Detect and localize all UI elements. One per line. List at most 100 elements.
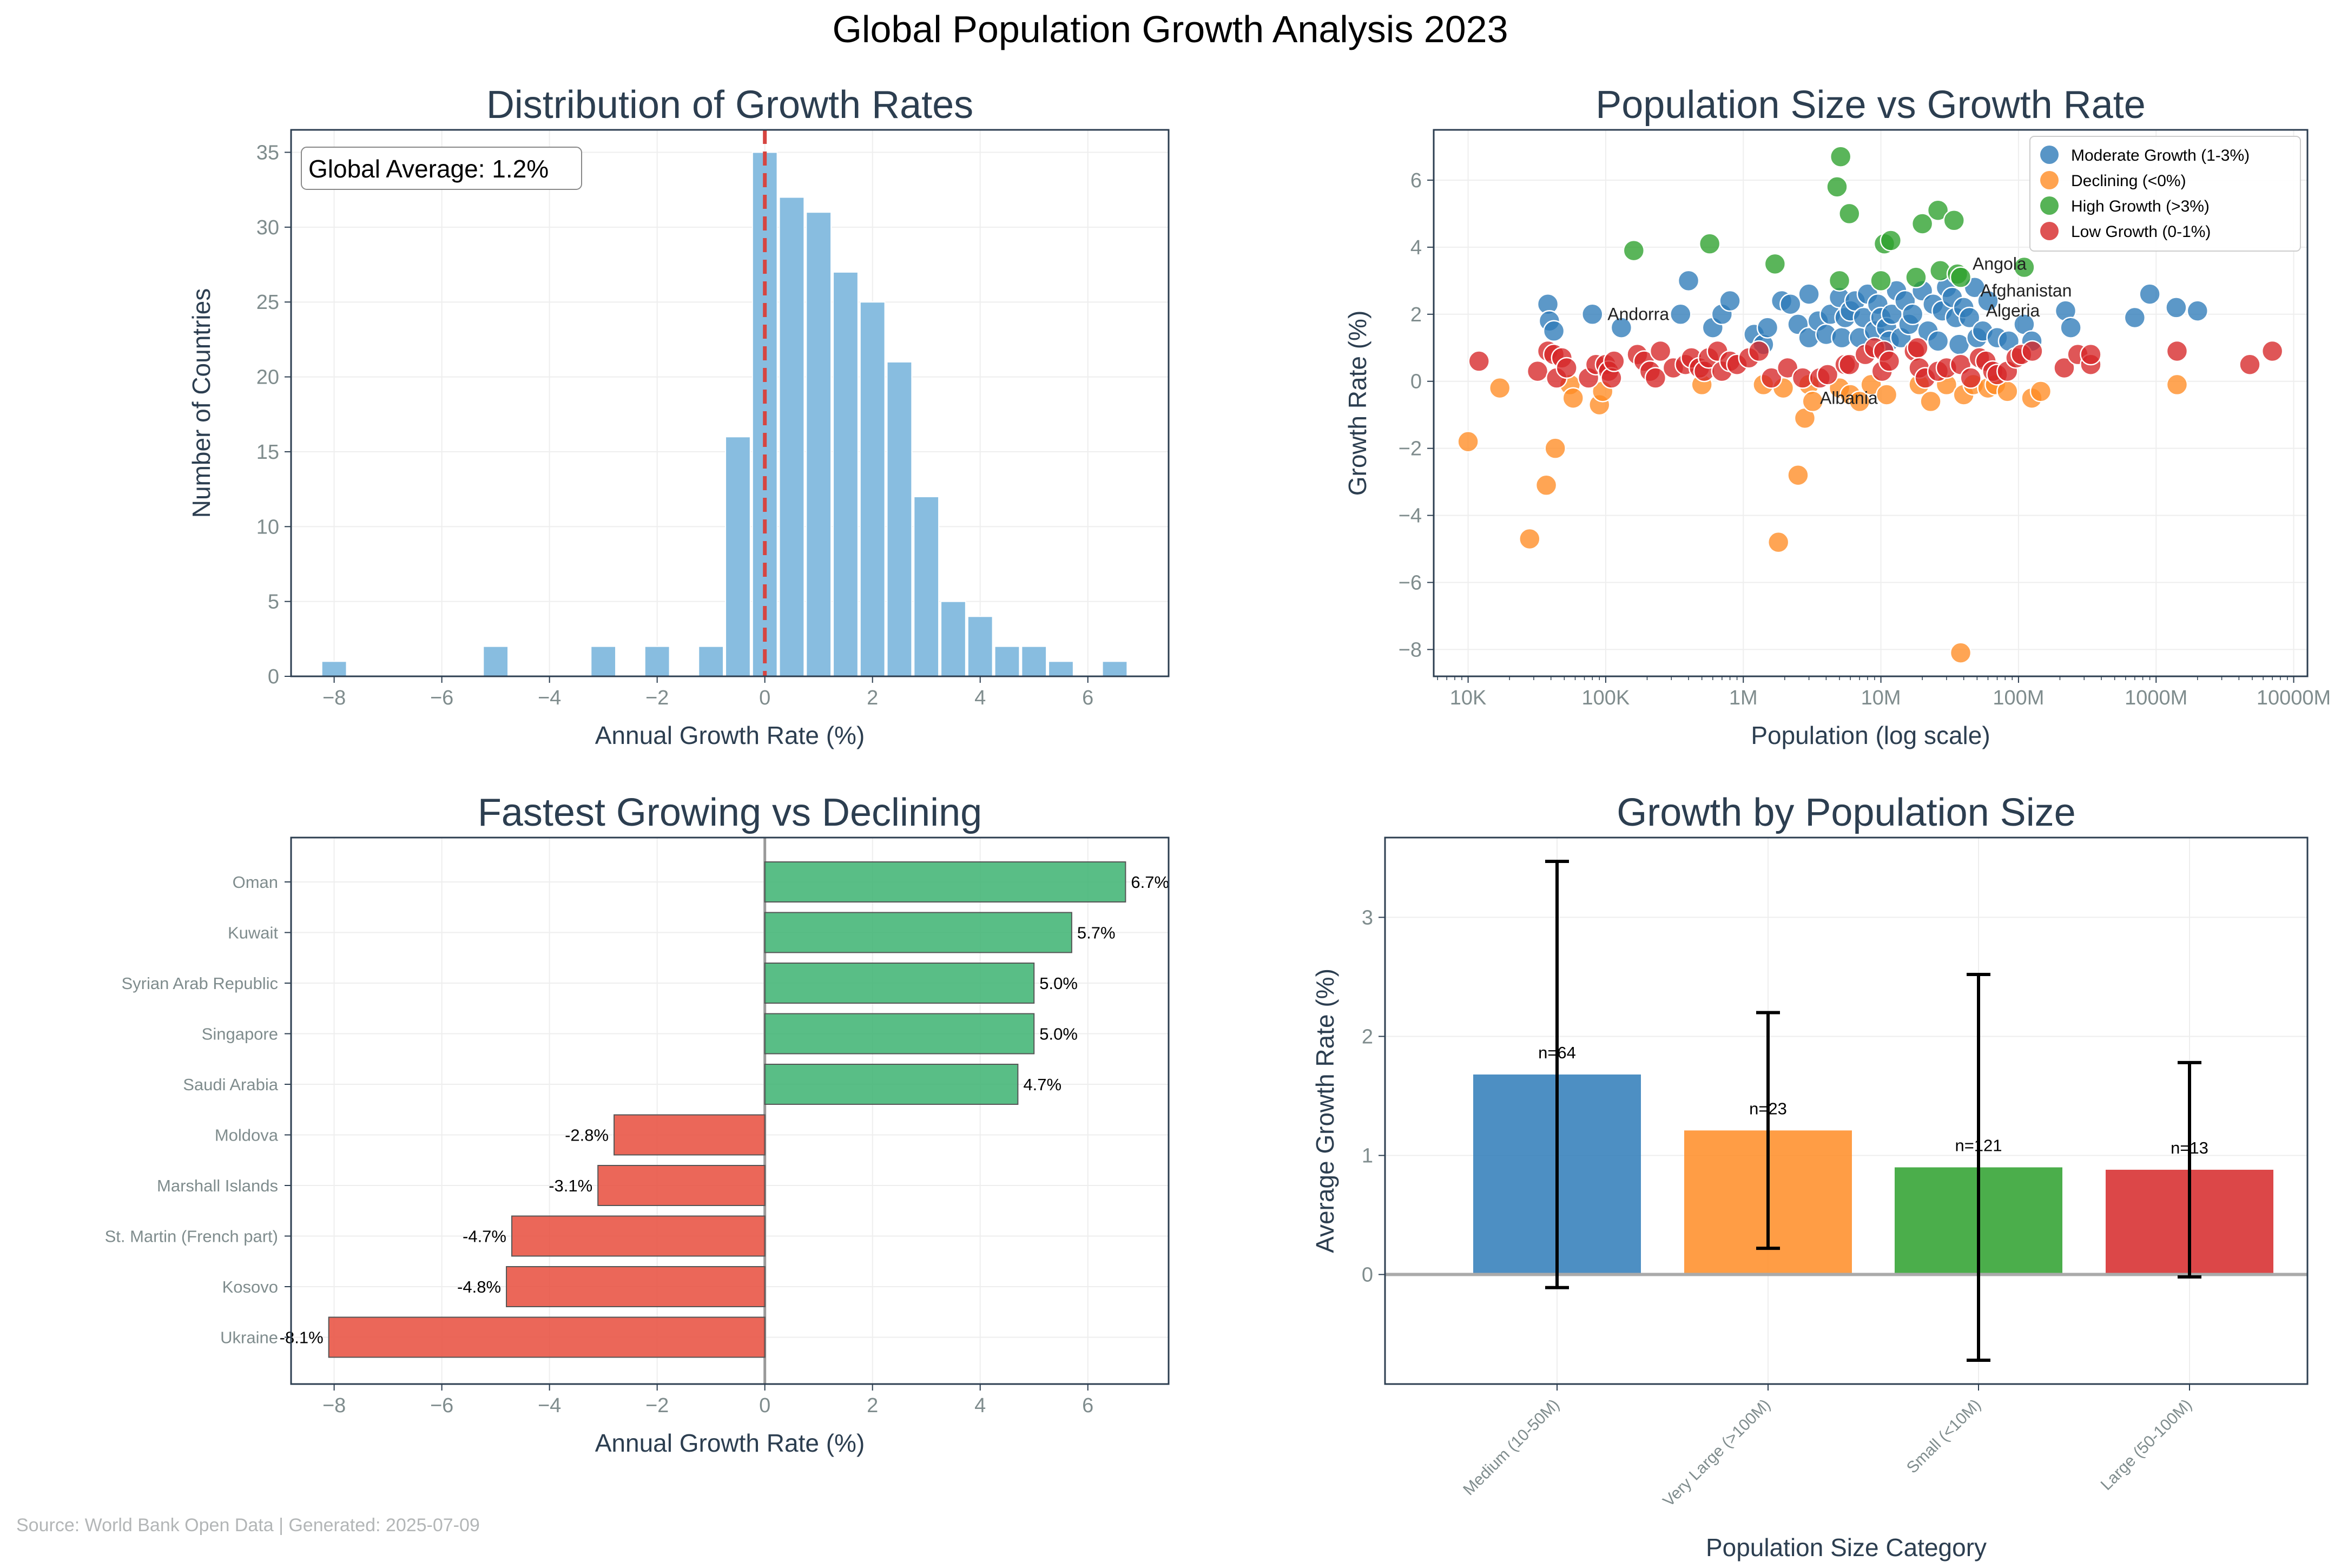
- hist-xtick-label: −8: [322, 687, 346, 709]
- extremes-title: Fastest Growing vs Declining: [478, 791, 982, 834]
- legend-marker: [2040, 222, 2059, 240]
- scatter-xtick-label: 1M: [1729, 687, 1758, 709]
- scatter-point-moderate: [1958, 306, 1981, 329]
- scatter-point-moderate: [2124, 306, 2146, 329]
- scatter-frame: [1433, 129, 2309, 677]
- sizes-ylabel: Average Growth Rate (%): [1311, 969, 1339, 1253]
- extremes-frame: [290, 836, 1170, 1385]
- growing-bar: [764, 1013, 1035, 1055]
- country-annotation: Albania: [1820, 388, 1878, 407]
- size-category-label: Large (50-100M): [2098, 1396, 2195, 1494]
- scatter-point-low: [2261, 340, 2284, 363]
- extremes-country-label: Singapore: [202, 1025, 278, 1044]
- declining-bar: [511, 1215, 766, 1257]
- scatter-point-low: [1816, 364, 1839, 386]
- scatter-xtick-label: 100M: [1993, 687, 2044, 709]
- scatter-point-high: [1905, 266, 1927, 288]
- legend-marker: [2040, 171, 2059, 189]
- extremes-value-label: -4.8%: [457, 1277, 501, 1296]
- declining-bar: [328, 1316, 766, 1358]
- scatter-point-low: [1960, 367, 1982, 389]
- scatter-ytick-label: 4: [1410, 236, 1422, 259]
- size-groups-panel: 0 1 2 3 n=64 Medium (10-50M) n=23 Very Large (>…: [1311, 791, 2309, 1562]
- scatter-point-high: [1623, 239, 1645, 262]
- scatter-point-high: [1764, 253, 1786, 275]
- scatter-point-high: [1829, 146, 1852, 168]
- extremes-xtick-label: −4: [538, 1394, 561, 1417]
- hist-ytick-label: 5: [268, 591, 279, 614]
- scatter-point-low: [2080, 343, 2102, 366]
- extremes-xtick-label: 6: [1082, 1394, 1093, 1417]
- histogram-bar: [725, 436, 751, 677]
- scatter-point-moderate: [1542, 320, 1565, 342]
- scatter-point-declining: [1535, 474, 1558, 497]
- legend-label: High Growth (>3%): [2071, 197, 2210, 215]
- scatter-point-declining: [2029, 380, 2052, 403]
- scatter-point-moderate: [1719, 289, 1741, 312]
- country-annotation: Afghanistan: [1980, 281, 2072, 300]
- scatter-ytick-label: −2: [1399, 438, 1422, 460]
- extremes-country-label: Marshall Islands: [157, 1176, 278, 1195]
- scatter-point-low: [1603, 350, 1625, 372]
- scatter-point-declining: [1802, 390, 1824, 413]
- declining-bar: [597, 1165, 766, 1206]
- histogram-bar: [590, 645, 617, 677]
- sample-size-label: n=64: [1538, 1043, 1576, 1062]
- size-category-label: Medium (10-50M): [1460, 1396, 1563, 1499]
- histogram-bar: [698, 645, 724, 677]
- hist-xtick-label: 4: [974, 687, 986, 709]
- sizes-xlabel: Population Size Category: [1706, 1533, 1987, 1562]
- extremes-panel: −8 −6 −4 −2 0 2 4 6 Oman Kuwait Syrian Arab Republ…: [105, 791, 1170, 1457]
- sizes-ytick-label: 3: [1362, 906, 1373, 929]
- scatter-ytick-label: 2: [1410, 304, 1422, 326]
- declining-bar: [506, 1266, 766, 1307]
- country-annotation: Angola: [1973, 254, 2027, 273]
- sample-size-label: n=13: [2171, 1138, 2208, 1157]
- scatter-point-low: [2021, 340, 2043, 363]
- legend-label: Moderate Growth (1-3%): [2071, 147, 2250, 164]
- scatter-ytick-label: 6: [1410, 169, 1422, 192]
- extremes-xtick-label: 2: [867, 1394, 878, 1417]
- hist-ytick-label: 25: [256, 291, 279, 314]
- histogram-bar: [967, 616, 993, 677]
- scatter-point-moderate: [1670, 303, 1692, 326]
- growing-bar: [764, 1064, 1019, 1105]
- sizes-ytick-label: 2: [1362, 1025, 1373, 1048]
- histogram-bar: [913, 496, 940, 677]
- scatter-ytick-label: −4: [1399, 505, 1422, 528]
- extremes-value-label: -2.8%: [565, 1126, 609, 1145]
- sizes-ytick-label: 0: [1362, 1264, 1373, 1287]
- scatter-point-moderate: [2186, 300, 2209, 322]
- sample-size-label: n=23: [1749, 1099, 1787, 1118]
- legend-label: Declining (<0%): [2071, 172, 2186, 190]
- scatter-point-declining: [1519, 528, 1541, 550]
- histogram-bar: [859, 301, 886, 677]
- scatter-point-high: [1828, 269, 1851, 292]
- scatter-point-low: [1878, 350, 1901, 372]
- scatter-point-moderate: [1927, 330, 1949, 352]
- declining-bar: [614, 1114, 766, 1156]
- extremes-country-label: Syrian Arab Republic: [122, 974, 279, 993]
- histogram-bar: [1102, 661, 1128, 677]
- scatter-point-moderate: [1798, 283, 1820, 305]
- sizes-ytick-label: 1: [1362, 1145, 1373, 1168]
- hist-ytick-label: 0: [268, 666, 279, 688]
- extremes-value-label: 5.0%: [1039, 1025, 1078, 1044]
- hist-ytick-label: 20: [256, 366, 279, 389]
- scatter-point-high: [1911, 213, 1934, 235]
- sample-size-label: n=121: [1955, 1136, 2002, 1155]
- histogram-bar: [483, 645, 509, 677]
- scatter-point-declining: [1787, 464, 1809, 486]
- scatter-point-low: [1776, 357, 1799, 379]
- scatter-point-declining: [2166, 373, 2188, 396]
- extremes-xlabel: Annual Growth Rate (%): [595, 1429, 865, 1457]
- extremes-country-label: Ukraine: [220, 1328, 278, 1347]
- extremes-xtick-label: −2: [645, 1394, 669, 1417]
- scatter-point-declining: [1848, 390, 1871, 413]
- scatter-point-moderate: [1977, 289, 1999, 312]
- scatter-ytick-label: −6: [1399, 572, 1422, 595]
- sizes-frame: [1384, 836, 2309, 1385]
- extremes-country-label: St. Martin (French part): [105, 1227, 278, 1246]
- scatter-point-low: [2053, 357, 2075, 379]
